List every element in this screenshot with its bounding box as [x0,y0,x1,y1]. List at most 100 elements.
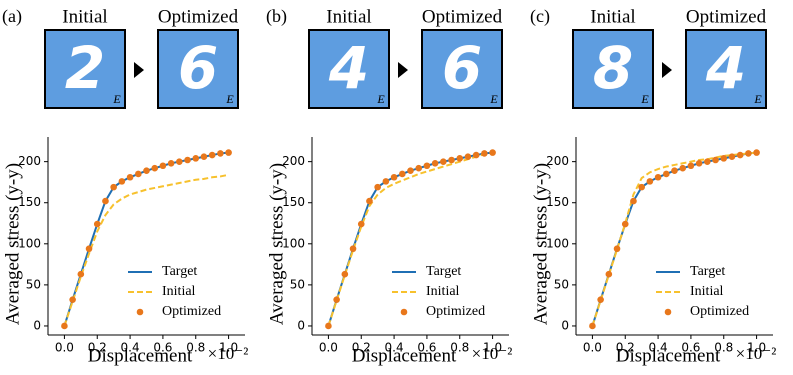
series-line [63,173,229,327]
image-tag: E [112,92,121,106]
data-point [621,220,629,228]
data-point [374,183,381,191]
y-tick-label: 200 [18,154,41,168]
data-point [357,220,365,228]
data-point [61,322,68,330]
image-title: Initial [326,6,371,27]
legend-label: Target [426,264,461,279]
series-line [591,151,757,327]
x-tick-label: 0.6 [681,341,700,355]
digit: 4 [705,34,746,102]
data-point [167,159,175,167]
data-point [423,162,431,170]
y-tick-label: 0 [297,318,305,332]
image-title: Optimized [422,6,503,27]
arrow [398,62,408,78]
y-axis-label: Averaged stress (y-y) [2,163,23,325]
data-point [753,149,760,156]
data-point [646,178,654,185]
data-point [431,159,439,167]
y-tick-label: 100 [282,236,305,250]
digit: 4 [328,34,369,102]
legend-label: Target [690,264,725,279]
image-title: Initial [62,6,107,27]
data-point [118,178,126,185]
arrow [662,62,672,78]
x-axis-label: Displacement [616,345,721,366]
data-point [217,150,224,157]
data-point [143,167,150,174]
data-point [712,156,719,164]
y-tick-label: 200 [282,154,305,168]
series-line [591,151,757,327]
data-point [630,197,637,205]
data-point [695,159,703,167]
data-point [440,158,447,165]
image-tag: E [489,92,498,106]
x-tick-label: 0.6 [417,341,436,355]
data-point [613,245,621,253]
data-point [456,155,464,162]
data-point [597,296,604,303]
x-tick-label: 0.6 [153,341,172,355]
digit-image [308,29,390,109]
legend-label: Initial [426,284,460,299]
x-scale-label: ×10⁻² [736,344,777,363]
data-point [341,270,349,278]
panel-label: (c) [530,6,550,27]
data-point [687,162,695,170]
data-point [366,197,373,205]
legend-marker [400,308,408,316]
data-point [69,296,76,303]
data-point [398,170,406,178]
image-title: Initial [590,6,635,27]
data-point [325,322,332,330]
data-point [200,153,208,161]
data-point [390,173,398,181]
y-tick-label: 50 [290,277,305,291]
digit: 6 [178,34,218,102]
digit: 8 [593,34,633,102]
y-tick-label: 0 [33,318,41,332]
data-point [679,164,687,172]
image-tag: E [640,92,649,106]
y-tick-label: 100 [546,236,569,250]
data-point [333,296,340,303]
series-line [327,151,493,327]
series-line [327,151,493,327]
y-tick-label: 50 [26,277,41,291]
y-tick-label: 150 [18,195,41,209]
data-point [448,156,455,164]
data-point [134,170,142,178]
legend-marker [136,308,144,316]
legend-label: Optimized [426,304,485,319]
data-point [208,151,216,159]
data-point [415,164,423,172]
data-point [126,173,134,181]
data-point [489,149,496,156]
data-point [382,178,390,185]
y-tick-label: 50 [554,277,569,291]
data-point [671,167,678,174]
data-point [589,322,596,330]
data-point [159,162,167,170]
image-tag: E [753,92,762,106]
legend-label: Target [162,264,197,279]
data-point [110,183,117,191]
y-axis-label: Averaged stress (y-y) [266,163,287,325]
x-tick-label: 0.4 [649,341,668,355]
x-tick-label: 0.2 [88,341,107,355]
x-tick-label: 0.8 [714,341,733,355]
legend-marker [664,308,672,316]
legend-label: Optimized [162,304,221,319]
x-tick-label: 1.0 [483,341,502,355]
data-point [93,220,101,228]
digit: 6 [442,34,482,102]
data-point [662,170,670,178]
digit: 2 [65,34,105,102]
digit-image [421,29,503,109]
